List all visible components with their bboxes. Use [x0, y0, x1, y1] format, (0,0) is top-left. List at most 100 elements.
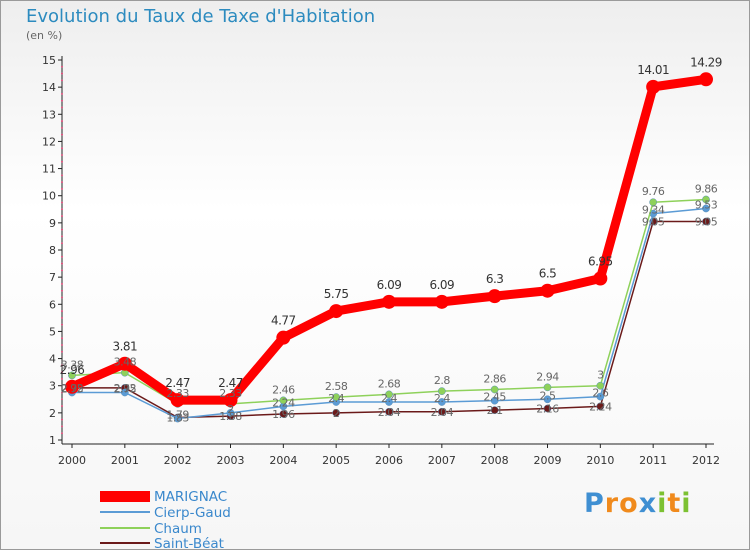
y-minor-tick	[61, 106, 63, 109]
x-tick-label: 2006	[375, 454, 403, 467]
y-tick-label: 1	[49, 434, 56, 447]
data-point	[487, 289, 502, 304]
logo-letter: t	[667, 488, 682, 519]
data-label: 2.8	[434, 374, 450, 387]
data-label: 2	[227, 403, 234, 416]
logo-letter: i	[681, 488, 692, 519]
data-label: 2.4	[381, 392, 397, 405]
logo-letter: r	[604, 488, 620, 519]
x-tick-label: 2011	[639, 454, 667, 467]
y-minor-tick	[61, 283, 63, 285]
y-minor-tick	[61, 371, 63, 374]
y-tick-label: 2	[49, 407, 56, 420]
y-minor-tick	[61, 147, 63, 150]
data-label: 6.09	[429, 278, 454, 292]
data-label: 2.24	[272, 396, 295, 409]
data-point	[646, 79, 661, 94]
data-label: 2.96	[60, 363, 85, 377]
legend-swatch-saint-beat	[100, 542, 150, 544]
data-point	[68, 371, 76, 380]
y-minor-tick	[61, 65, 63, 68]
y-minor-tick	[61, 425, 63, 428]
x-tick-label: 2004	[269, 454, 297, 467]
data-label: 6.5	[539, 267, 557, 281]
data-label: 2.68	[378, 377, 401, 390]
legend-label-cierp-gaud: Cierp-Gaud	[154, 505, 231, 521]
data-label: 3.48	[114, 356, 137, 369]
data-label: 2.75	[61, 383, 84, 396]
legend-item-saint-beat: Saint-Béat	[100, 536, 360, 553]
data-point	[490, 396, 499, 405]
data-label: 2.92	[61, 382, 84, 395]
y-tick-label: 5	[49, 325, 56, 338]
data-label: 2.33	[219, 387, 242, 400]
y-tick-label: 15	[42, 54, 56, 67]
y-tick-label: 9	[49, 217, 56, 230]
legend-label-saint-beat: Saint-Béat	[154, 536, 224, 552]
data-point	[702, 204, 710, 213]
data-label: 9.86	[695, 183, 718, 196]
data-point	[120, 388, 129, 397]
data-point	[170, 393, 185, 408]
y-tick-label: 12	[42, 135, 56, 148]
data-label: 2.47	[165, 376, 190, 390]
y-minor-tick	[61, 432, 63, 435]
y-minor-tick	[61, 378, 63, 380]
y-minor-tick	[61, 228, 63, 231]
data-label: 2.86	[483, 373, 506, 386]
legend-item-marignac: MARIGNAC	[100, 489, 360, 506]
y-minor-tick	[61, 262, 63, 265]
data-point	[543, 383, 552, 392]
data-point	[434, 294, 449, 309]
data-point	[385, 398, 393, 406]
legend-swatch-marignac	[100, 491, 150, 502]
data-point	[596, 402, 605, 411]
y-minor-tick	[61, 242, 63, 245]
x-tick-label: 2009	[534, 454, 562, 467]
data-label: 2.4	[328, 392, 344, 405]
y-minor-tick	[61, 398, 63, 401]
data-point	[279, 410, 288, 418]
data-point	[226, 409, 235, 417]
logo-letter: o	[619, 488, 639, 519]
y-minor-tick	[61, 154, 63, 156]
data-point	[65, 379, 79, 394]
data-label: 1.88	[219, 410, 242, 423]
y-minor-tick	[61, 79, 63, 82]
data-point	[437, 398, 446, 406]
x-tick-label: 2002	[164, 454, 192, 467]
data-label: 2.46	[272, 383, 295, 396]
y-minor-tick	[61, 235, 63, 238]
y-minor-tick	[61, 337, 63, 340]
data-label: 9.53	[695, 198, 718, 211]
data-point	[332, 409, 341, 417]
data-label: 2.4	[434, 392, 450, 405]
x-tick-label: 2008	[481, 454, 509, 467]
y-minor-tick	[61, 269, 63, 272]
data-point	[699, 72, 713, 87]
y-tick-label: 4	[49, 353, 56, 366]
data-label: 2.75	[114, 383, 137, 396]
y-minor-tick	[61, 316, 63, 319]
data-point	[223, 393, 238, 408]
data-point	[276, 330, 291, 345]
y-minor-tick	[61, 181, 63, 184]
data-label: 1.96	[272, 408, 295, 421]
data-label: 2.58	[325, 380, 348, 393]
legend-swatch-cierp-gaud	[100, 511, 150, 513]
y-axis-unit: (en %)	[26, 29, 63, 42]
y-minor-tick	[61, 323, 63, 326]
data-label: 4.77	[271, 314, 296, 328]
data-label: 2.6	[592, 387, 608, 400]
y-minor-tick	[61, 174, 63, 177]
data-label: 2.1	[487, 404, 503, 417]
data-point	[490, 406, 499, 414]
y-minor-tick	[61, 93, 63, 95]
y-tick-label: 3	[49, 380, 56, 393]
logo-letter: x	[638, 488, 658, 519]
y-minor-tick	[61, 72, 63, 75]
data-point	[702, 217, 710, 226]
y-minor-tick	[61, 418, 63, 421]
y-minor-tick	[61, 99, 63, 102]
